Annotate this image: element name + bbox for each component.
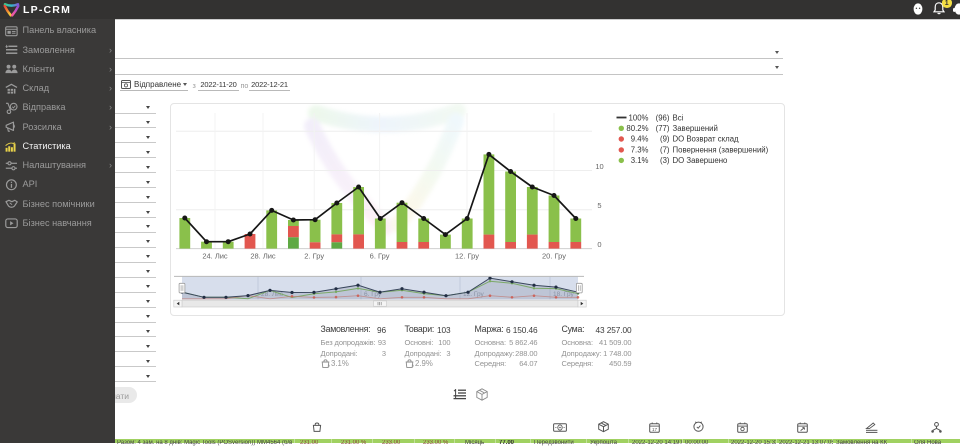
svg-text:%: % bbox=[327, 364, 329, 368]
svg-text:(9): (9) bbox=[660, 135, 670, 144]
svg-text:6. Гру: 6. Гру bbox=[370, 252, 390, 261]
svg-text:3.1%: 3.1% bbox=[631, 156, 649, 165]
svg-text:7.3%: 7.3% bbox=[631, 146, 649, 155]
svg-text:5: 5 bbox=[597, 201, 601, 210]
svg-text:%: % bbox=[411, 364, 413, 368]
svg-text:28. Лис: 28. Лис bbox=[250, 252, 276, 261]
svg-text:2. Гру: 2. Гру bbox=[304, 252, 324, 261]
svg-text:0: 0 bbox=[597, 240, 601, 249]
svg-text:28. Лис: 28. Лис bbox=[261, 291, 284, 298]
svg-text:(96): (96) bbox=[656, 113, 670, 122]
svg-text:10: 10 bbox=[595, 162, 603, 171]
svg-text:Завершений: Завершений bbox=[673, 124, 718, 133]
svg-text:6. Гру: 6. Гру bbox=[364, 291, 382, 298]
svg-text:Повернення (завершений): Повернення (завершений) bbox=[673, 146, 769, 155]
svg-text:(7): (7) bbox=[660, 146, 670, 155]
svg-text:24. Лис: 24. Лис bbox=[202, 252, 228, 261]
svg-text:12. Гру: 12. Гру bbox=[455, 252, 479, 261]
svg-text:(3): (3) bbox=[660, 156, 670, 165]
svg-text:Всі: Всі bbox=[673, 113, 684, 122]
svg-text:17: 17 bbox=[651, 426, 657, 431]
svg-text:100%: 100% bbox=[629, 113, 649, 122]
svg-text:80.2%: 80.2% bbox=[626, 124, 648, 133]
svg-text:9.4%: 9.4% bbox=[631, 135, 649, 144]
svg-text:DO Возврат склад: DO Возврат склад bbox=[673, 135, 740, 144]
svg-text:18. Гру: 18. Гру bbox=[553, 291, 575, 298]
svg-text:DO Завершено: DO Завершено bbox=[673, 156, 729, 165]
svg-text:20. Гру: 20. Гру bbox=[542, 252, 566, 261]
svg-text:12. Гру: 12. Гру bbox=[463, 291, 485, 298]
svg-text:(77): (77) bbox=[656, 124, 670, 133]
